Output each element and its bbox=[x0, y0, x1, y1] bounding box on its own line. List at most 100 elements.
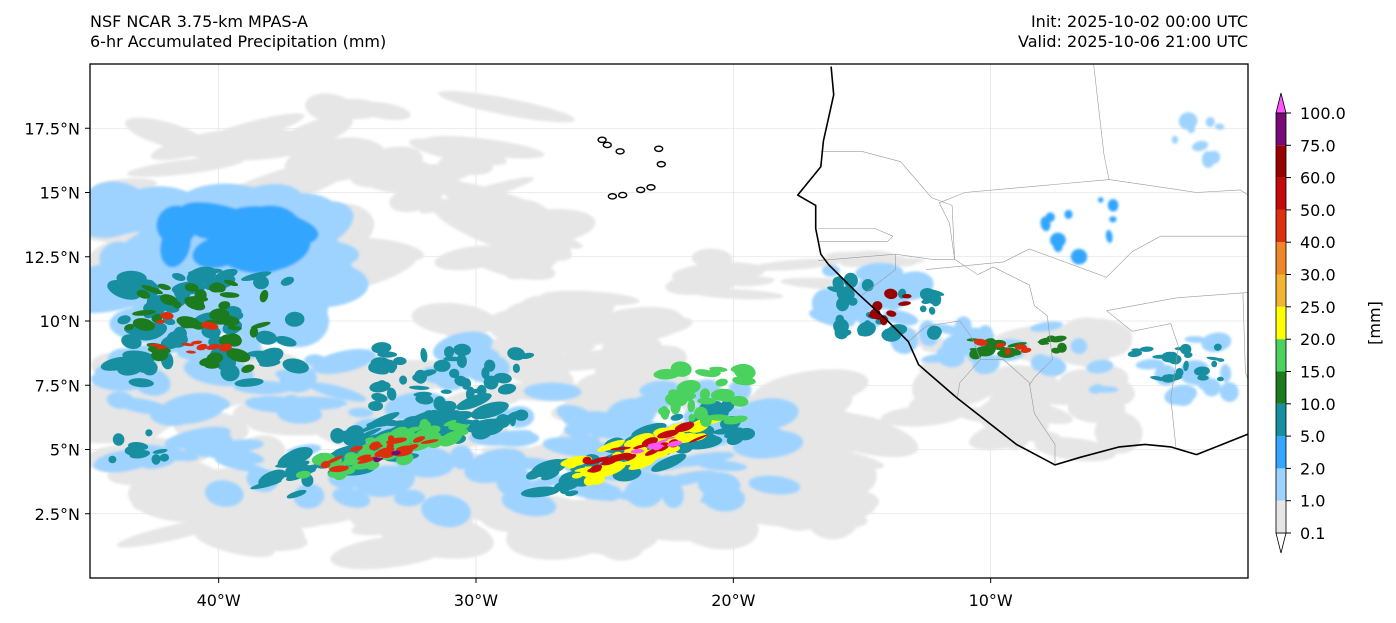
moderate-precip-cell bbox=[733, 363, 756, 380]
moderate-precip-cell bbox=[250, 479, 282, 490]
trace-precip-area bbox=[916, 362, 1002, 408]
colorbar-segment bbox=[1276, 274, 1286, 307]
intense-precip-core bbox=[656, 439, 669, 444]
moderate-precip-cell bbox=[687, 399, 696, 413]
light-precip-area bbox=[245, 395, 308, 413]
moderate-precip-cell bbox=[1051, 347, 1061, 354]
island-outline bbox=[656, 160, 666, 168]
moderate-precip-cell bbox=[371, 392, 388, 403]
country-borders bbox=[818, 64, 1248, 465]
moderate-precip-cell bbox=[433, 396, 446, 411]
heavy-precip-cell bbox=[979, 341, 984, 345]
moderate-precip-cell bbox=[128, 378, 154, 388]
light-precip-area bbox=[1089, 384, 1105, 394]
moderate-precip-cell bbox=[282, 358, 309, 374]
light-precip-area bbox=[1135, 359, 1165, 370]
moderate-precip-cell bbox=[184, 283, 199, 292]
colorbar-segment bbox=[1276, 242, 1286, 275]
moderate-precip-cell bbox=[1213, 343, 1222, 351]
light-precip-area bbox=[700, 491, 731, 504]
moderate-precip-cell bbox=[1175, 368, 1184, 377]
moderate-precip-cell bbox=[330, 428, 346, 444]
light-precip-area bbox=[1208, 150, 1221, 164]
heavy-precip-cell bbox=[995, 342, 1006, 348]
trace-precip-area bbox=[564, 298, 615, 317]
moderate-precip-cell bbox=[1127, 350, 1143, 358]
moderate-precip-cell bbox=[707, 414, 732, 421]
island-outline bbox=[617, 191, 628, 199]
light-precip-area bbox=[1109, 216, 1117, 223]
light-precip-area bbox=[972, 353, 1000, 375]
moderate-precip-cell bbox=[715, 378, 728, 387]
light-precip-area bbox=[332, 487, 371, 508]
moderate-precip-cell bbox=[931, 293, 942, 307]
country-border bbox=[1106, 310, 1179, 447]
moderate-precip-cell bbox=[526, 469, 543, 480]
trace-precip-area bbox=[125, 117, 208, 151]
heavy-precip-cell bbox=[386, 442, 394, 450]
colorbar-segment bbox=[1276, 371, 1286, 404]
moderate-precip-cell bbox=[444, 429, 463, 438]
colorbar-tick-label: 60.0 bbox=[1300, 169, 1336, 188]
light-precip-area bbox=[1070, 338, 1088, 355]
moderate-precip-cell bbox=[470, 401, 509, 420]
moderate-precip-cell bbox=[210, 282, 226, 293]
colorbar-segment bbox=[1276, 209, 1286, 243]
moderate-precip-cell bbox=[827, 286, 848, 294]
moderate-precip-cell bbox=[688, 414, 696, 422]
heavy-precip-cell bbox=[369, 444, 383, 449]
heavy-precip-cell bbox=[394, 448, 413, 457]
moderate-precip-cell bbox=[386, 387, 397, 401]
longitude-tick-label: 10°W bbox=[969, 591, 1013, 610]
heavy-precip-cell bbox=[884, 288, 898, 300]
heavy-precip-cell bbox=[357, 454, 372, 461]
moderate-precip-cell bbox=[187, 268, 223, 276]
trace-precip-area bbox=[825, 251, 917, 268]
light-precip-area bbox=[115, 397, 170, 415]
heavy-precip-cell bbox=[196, 343, 208, 351]
colorbar-extend-max bbox=[1275, 92, 1287, 114]
heavy-precip-cell bbox=[186, 350, 196, 354]
moderate-precip-cell bbox=[919, 305, 927, 313]
colorbar-segment bbox=[1276, 468, 1286, 501]
moderate-precip-cell bbox=[138, 363, 158, 374]
moderate-precip-cell bbox=[448, 422, 469, 431]
moderate-precip-cell bbox=[670, 413, 684, 421]
moderate-precip-cell bbox=[557, 479, 570, 495]
moderate-precip-cell bbox=[259, 289, 269, 303]
moderate-precip-cell bbox=[484, 359, 496, 372]
light-precip-area bbox=[1070, 248, 1088, 265]
country-border bbox=[926, 235, 1248, 278]
light-precip-area bbox=[855, 262, 904, 283]
moderate-precip-cell bbox=[653, 451, 669, 459]
trace-precip-area bbox=[380, 163, 472, 187]
colorbar-tick-label: 15.0 bbox=[1300, 363, 1336, 382]
moderate-precip-cell bbox=[399, 375, 408, 385]
moderate-precip-cell bbox=[512, 363, 521, 373]
moderate-precip-cell bbox=[141, 284, 163, 295]
moderate-precip-cell bbox=[712, 427, 743, 435]
moderate-precip-cell bbox=[699, 388, 710, 401]
moderate-precip-cell bbox=[1152, 354, 1169, 359]
light-precip-area bbox=[572, 411, 641, 440]
moderate-precip-cell bbox=[226, 348, 251, 363]
light-precip-area bbox=[965, 328, 995, 339]
colorbar-segment bbox=[1276, 177, 1286, 210]
moderate-precip-cell bbox=[241, 364, 255, 373]
trace-precip-area bbox=[413, 194, 525, 233]
moderate-precip-cell bbox=[1049, 335, 1067, 343]
moderate-precip-cell bbox=[924, 288, 945, 296]
longitude-tick-label: 30°W bbox=[454, 591, 498, 610]
moderate-precip-cell bbox=[841, 329, 852, 336]
moderate-precip-cell bbox=[1139, 346, 1154, 352]
light-precip-area bbox=[1191, 140, 1209, 152]
moderate-precip-cell bbox=[151, 349, 169, 362]
moderate-precip-cell bbox=[218, 301, 231, 310]
moderate-precip-cell bbox=[419, 418, 431, 432]
light-precip-area bbox=[1086, 359, 1114, 374]
latitude-tick-label: 2.5°N bbox=[35, 505, 80, 524]
moderate-precip-cell bbox=[540, 463, 556, 479]
light-precip-area bbox=[822, 264, 840, 277]
moderate-precip-cell bbox=[969, 348, 983, 360]
moderate-precip-cell bbox=[709, 366, 728, 372]
